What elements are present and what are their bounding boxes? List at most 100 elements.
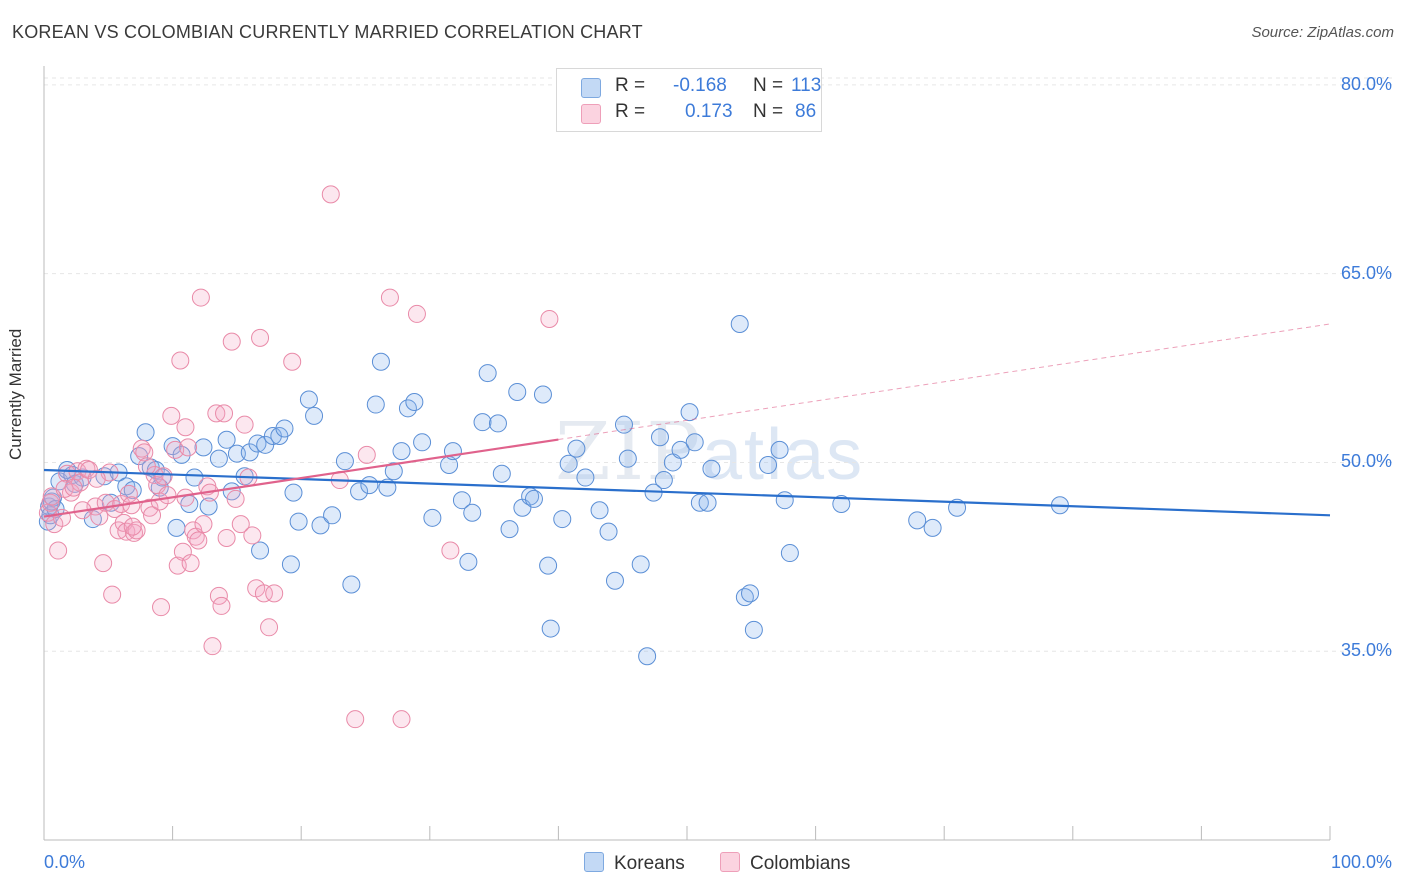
colombian-point [135,443,154,462]
korean-point [371,352,390,371]
korean-point [553,510,572,529]
korean-point [744,620,763,639]
colombian-point [162,406,181,425]
korean-point [614,415,633,434]
y-tick-label: 50.0% [1340,451,1392,472]
bottom-legend-colombians-label: Colombians [750,853,851,874]
colombian-point [407,304,426,323]
colombian-point [380,288,399,307]
colombian-point [64,478,83,497]
watermark-atlas: atlas [702,415,864,495]
colombian-point [217,528,236,547]
colombian-point [154,467,173,486]
korean-point [508,382,527,401]
colombian-point [243,526,262,545]
colombian-point [94,554,113,573]
colombian-point [55,479,74,498]
colombian-point [283,352,302,371]
colombian-point [176,488,195,507]
korean-point [366,395,385,414]
korean-point [323,506,342,525]
korean-point [488,414,507,433]
korean-point [284,483,303,502]
korean-point [459,552,478,571]
colombian-point [158,486,177,505]
legend-r-value: 0.173 [685,101,733,122]
korean-point [698,493,717,512]
colombian-point [222,332,241,351]
colombian-point [123,517,142,536]
bottom-legend-colombians: Colombians [720,852,850,875]
korean-point [492,464,511,483]
colombian-trendline-extension [558,323,1331,441]
korean-point [194,438,213,457]
colombian-point [235,415,254,434]
korean-point [948,498,967,517]
axis-layer [43,66,1331,841]
korean-point [392,442,411,461]
korean-point [576,468,595,487]
korean-point [185,468,204,487]
korean-point [405,393,424,412]
colombian-point [260,618,279,637]
korean-point [248,434,267,453]
korean-point [350,482,369,501]
korean-point [452,491,471,510]
bottom-legend-koreans: Koreans [584,852,685,875]
colombian-point [265,584,284,603]
points-layer [38,185,1069,729]
colombian-point [103,585,122,604]
colombian-point [171,351,190,370]
korean-point [638,647,657,666]
colombian-point [125,523,144,542]
korean-point [500,520,519,539]
colombian-point [231,515,250,534]
colombian-trendline [43,438,559,518]
colombian-point [191,288,210,307]
chart-source: Source: ZipAtlas.com [1251,24,1394,41]
x-tick-label-min: 0.0% [44,852,86,872]
colombian-point [140,498,159,517]
x-tick-label-max: 100.0% [1330,852,1392,872]
y-tick-label: 80.0% [1340,73,1392,94]
korean-point [671,440,690,459]
colombian-point [441,541,460,560]
korean-point [908,511,927,530]
watermark-zip: ZIP [555,405,702,498]
legend-r-value: -0.168 [673,75,727,96]
korean-point [384,462,403,481]
colombian-point [226,489,245,508]
korean-point [199,497,218,516]
colombian-point [179,438,198,457]
colombian-point [176,418,195,437]
stats-legend: R = -0.168 N = 113 R = 0.173 N = 86 [556,68,822,132]
korean-point [541,619,560,638]
y-tick-label: 35.0% [1340,640,1392,661]
korean-point [305,406,324,425]
korean-point [360,476,379,495]
korean-point [832,494,851,513]
colombian-point [207,404,226,423]
colombian-point [212,596,231,615]
koreans-swatch-icon [584,852,604,872]
colombian-point [346,710,365,729]
korean-point [136,423,155,442]
colombian-point [189,531,208,550]
legend-n-label: N = [753,101,784,122]
legend-swatch-koreans [581,78,601,98]
korean-point [423,508,442,527]
korean-point [378,478,397,497]
grid-layer [44,77,1393,652]
korean-point [413,433,432,452]
colombian-point [540,309,559,328]
korean-trendline [43,468,1331,517]
colombian-point [392,710,411,729]
korean-point [775,491,794,510]
y-axis-label: Currently Married [6,328,25,460]
colombian-point [321,185,340,204]
colombian-point [181,554,200,573]
trend-layer [43,323,1331,518]
colombian-point [143,506,162,525]
korean-point [539,556,558,575]
korean-point [590,501,609,520]
